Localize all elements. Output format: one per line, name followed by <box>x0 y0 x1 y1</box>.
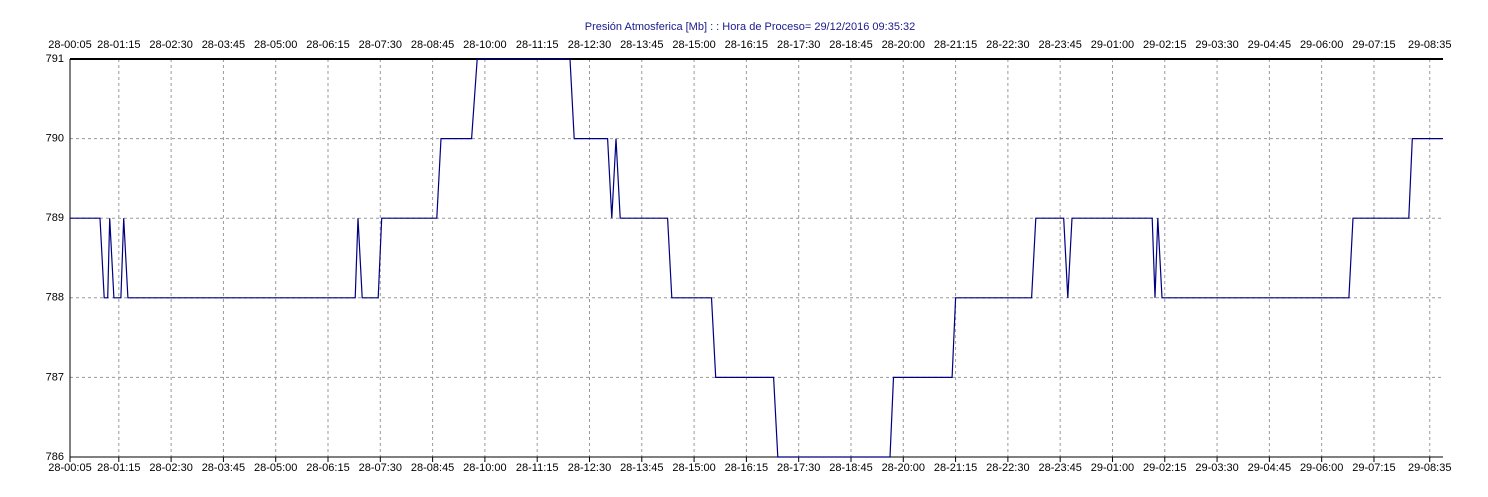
y-tick-label: 791 <box>46 53 64 65</box>
data-line <box>70 58 1443 458</box>
x-tick-label: 28-02:30 <box>149 39 192 51</box>
x-tick-label: 29-02:15 <box>1143 462 1186 474</box>
x-tick-label: 29-06:00 <box>1300 39 1343 51</box>
x-tick-label: 29-06:00 <box>1300 462 1343 474</box>
x-tick-label: 28-16:15 <box>725 39 768 51</box>
y-tick-label: 790 <box>46 133 64 145</box>
x-tick-label: 28-13:45 <box>620 462 663 474</box>
x-tick-label: 29-01:00 <box>1091 462 1134 474</box>
x-tick-label: 28-01:15 <box>97 462 140 474</box>
x-tick-label: 28-05:00 <box>254 39 297 51</box>
x-tick-label: 28-11:15 <box>516 39 559 51</box>
x-tick-label: 28-05:00 <box>254 462 297 474</box>
y-tick-label: 786 <box>46 451 64 463</box>
chart-title: Presión Atmosferica [Mb] : : Hora de Pro… <box>585 21 916 33</box>
x-tick-label: 29-04:45 <box>1248 39 1291 51</box>
x-tick-label: 28-15:00 <box>672 462 715 474</box>
x-tick-label: 28-17:30 <box>777 39 820 51</box>
x-tick-label: 28-07:30 <box>359 462 402 474</box>
x-tick-label: 28-02:30 <box>149 462 192 474</box>
x-tick-label: 29-04:45 <box>1248 462 1291 474</box>
x-tick-label: 28-03:45 <box>202 39 245 51</box>
x-tick-label: 28-18:45 <box>829 462 872 474</box>
x-tick-label: 28-22:30 <box>986 462 1029 474</box>
x-tick-label: 28-10:00 <box>463 39 506 51</box>
x-tick-label: 28-20:00 <box>882 462 925 474</box>
x-tick-label: 28-00:05 <box>48 39 91 51</box>
x-tick-label: 28-20:00 <box>882 39 925 51</box>
x-tick-label: 29-02:15 <box>1143 39 1186 51</box>
x-tick-label: 29-08:35 <box>1408 39 1451 51</box>
y-tick-label: 788 <box>46 292 64 304</box>
x-tick-label: 29-07:15 <box>1352 462 1395 474</box>
x-tick-label: 28-22:30 <box>986 39 1029 51</box>
x-tick-label: 28-12:30 <box>568 39 611 51</box>
y-tick-label: 787 <box>46 371 64 383</box>
x-tick-label: 28-07:30 <box>359 39 402 51</box>
x-tick-label: 28-10:00 <box>463 462 506 474</box>
x-tick-label: 29-03:30 <box>1195 462 1238 474</box>
x-tick-label: 28-06:15 <box>306 462 349 474</box>
x-tick-label: 28-08:45 <box>411 462 454 474</box>
x-tick-label: 28-17:30 <box>777 462 820 474</box>
x-tick-label: 28-21:15 <box>934 39 977 51</box>
x-tick-label: 28-08:45 <box>411 39 454 51</box>
x-tick-label: 29-07:15 <box>1352 39 1395 51</box>
x-tick-label: 28-00:05 <box>48 462 91 474</box>
x-tick-label: 28-03:45 <box>202 462 245 474</box>
x-tick-label: 28-18:45 <box>829 39 872 51</box>
x-tick-label: 29-01:00 <box>1091 39 1134 51</box>
y-tick-label: 789 <box>46 212 64 224</box>
x-tick-label: 28-06:15 <box>306 39 349 51</box>
x-tick-label: 28-12:30 <box>568 462 611 474</box>
x-tick-label: 28-16:15 <box>725 462 768 474</box>
x-tick-label: 28-21:15 <box>934 462 977 474</box>
x-tick-label: 28-15:00 <box>672 39 715 51</box>
x-tick-label: 28-13:45 <box>620 39 663 51</box>
x-tick-label: 28-01:15 <box>97 39 140 51</box>
x-tick-label: 28-11:15 <box>516 462 559 474</box>
x-tick-label: 28-23:45 <box>1038 462 1081 474</box>
x-tick-label: 29-08:35 <box>1408 462 1451 474</box>
x-tick-label: 29-03:30 <box>1195 39 1238 51</box>
x-tick-label: 28-23:45 <box>1038 39 1081 51</box>
